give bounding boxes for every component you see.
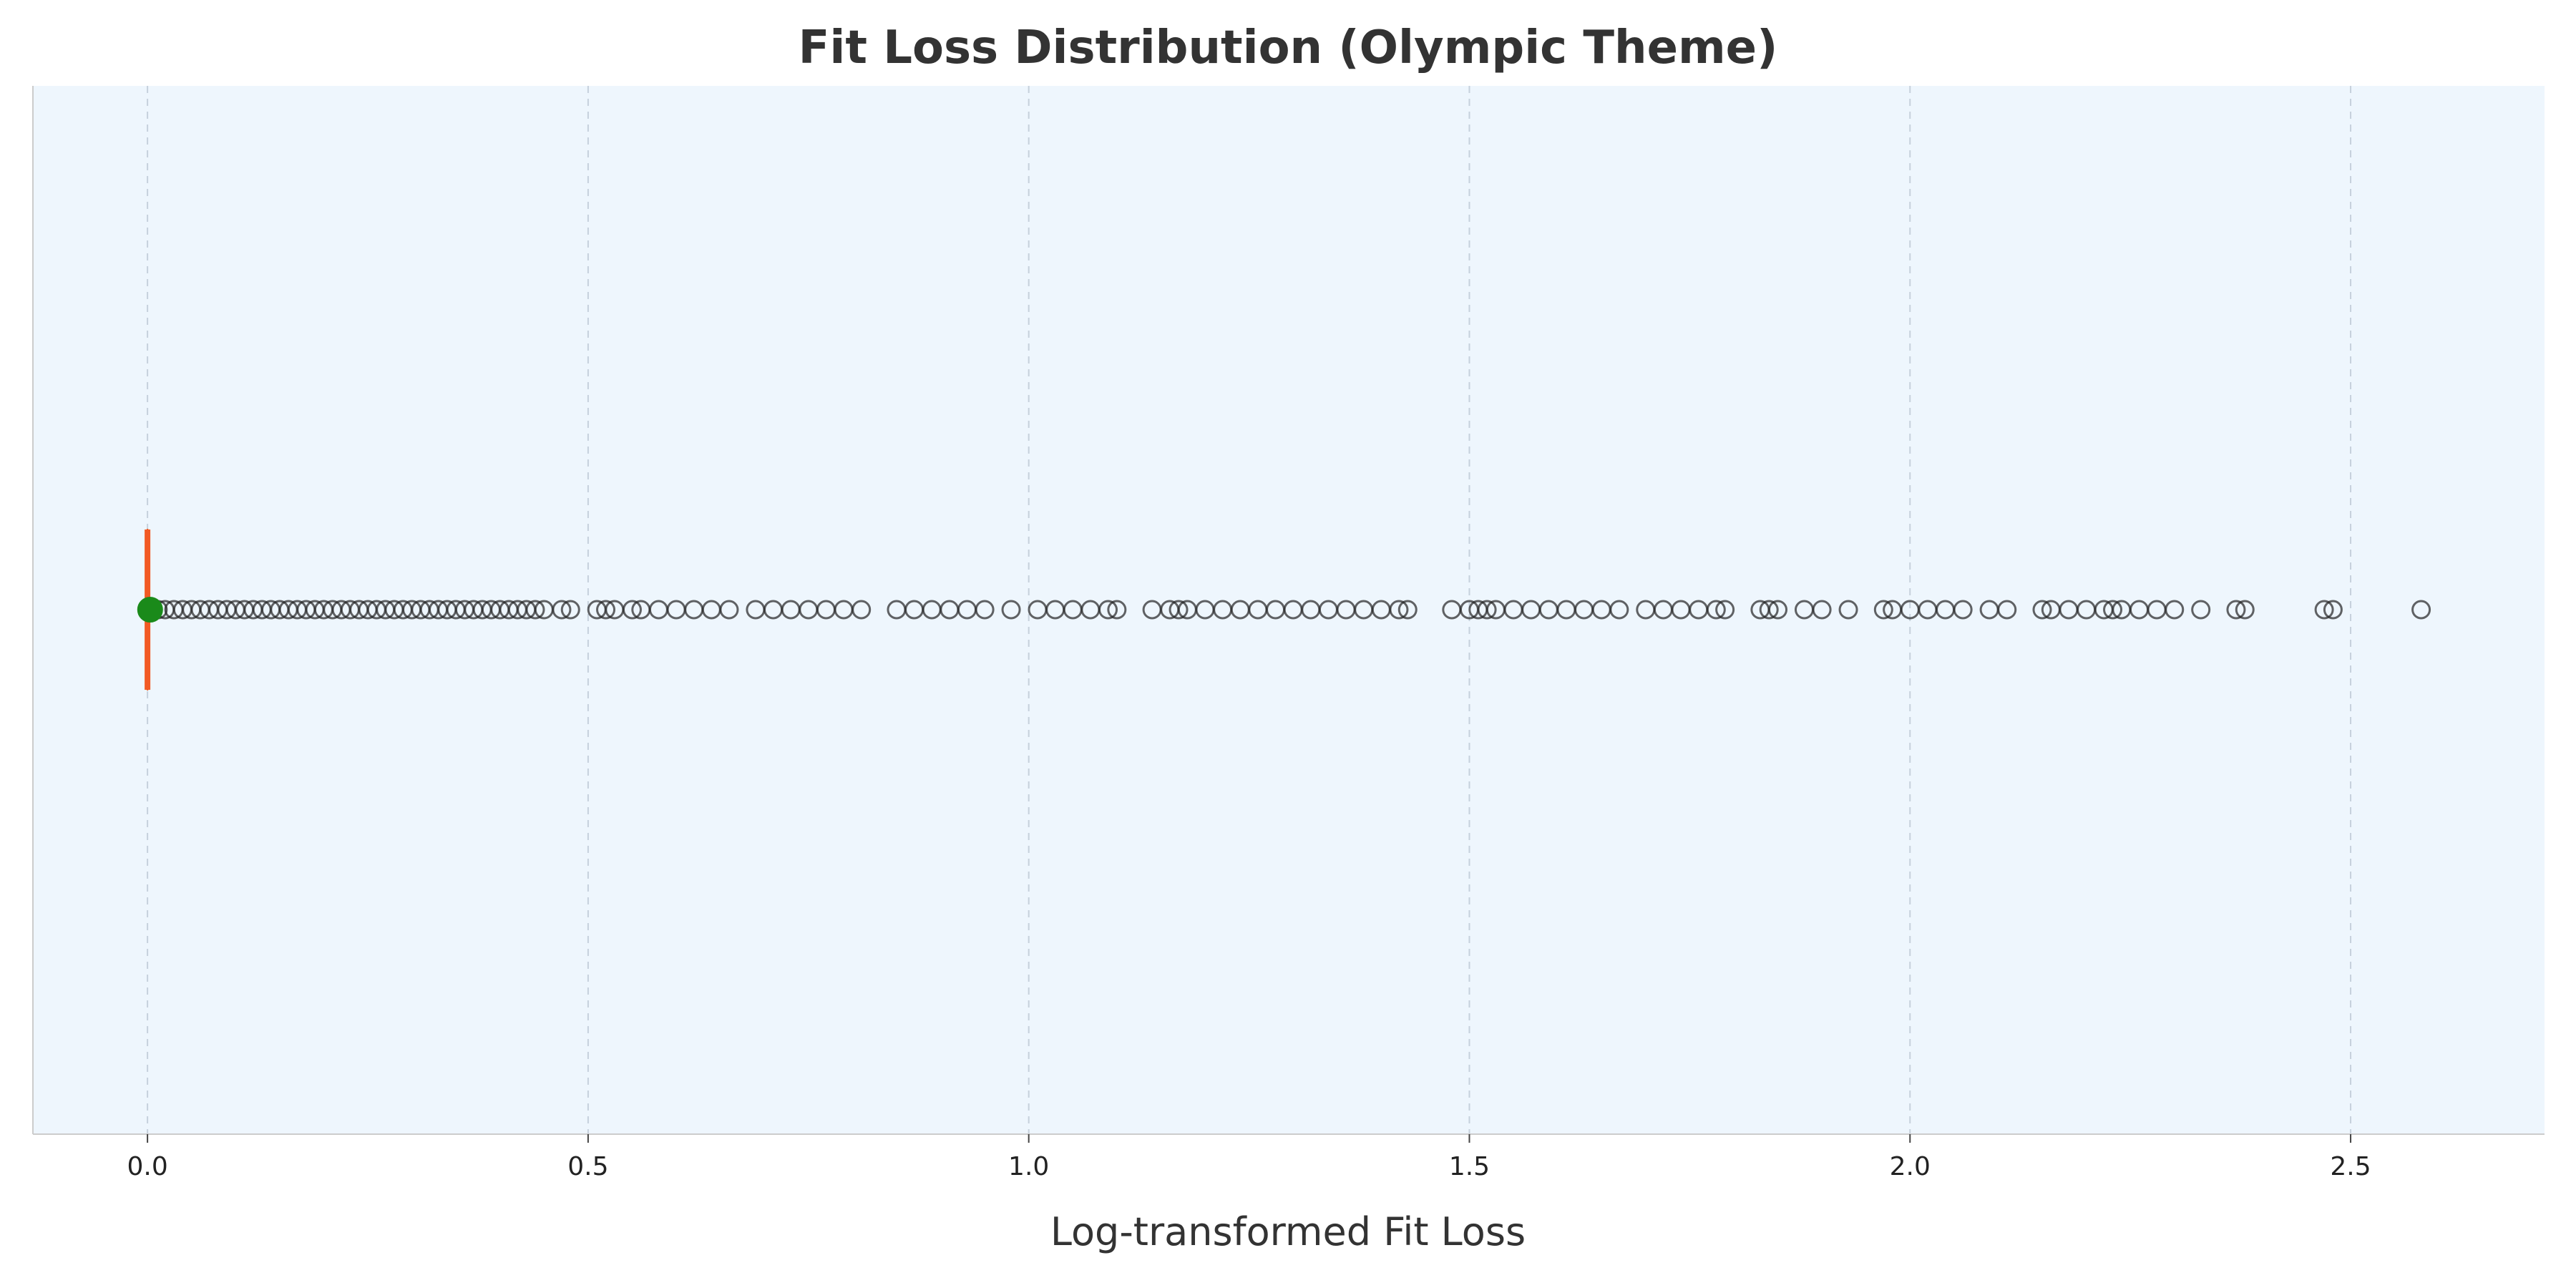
outlier-point xyxy=(1609,600,1629,620)
outlier-point xyxy=(1759,600,1779,620)
outlier-point xyxy=(1706,600,1726,620)
x-tick-label: 2.5 xyxy=(2330,1152,2371,1181)
outlier-point xyxy=(1715,600,1735,620)
outlier-point xyxy=(2226,600,2246,620)
outlier-point xyxy=(1001,600,1021,620)
outlier-point xyxy=(2235,600,2255,620)
box-element xyxy=(137,529,163,691)
x-tick-label: 2.0 xyxy=(1890,1152,1931,1181)
outlier-point xyxy=(1169,600,1189,620)
outlier-point xyxy=(1873,600,1893,620)
outlier-point xyxy=(975,600,995,620)
outlier-point xyxy=(1768,600,1788,620)
outlier-point xyxy=(1107,600,1127,620)
outlier-point xyxy=(1397,600,1418,620)
outlier-point xyxy=(1098,600,1118,620)
x-tick-label: 1.5 xyxy=(1449,1152,1490,1181)
outlier-point xyxy=(1838,600,1858,620)
outlier-point xyxy=(622,600,642,620)
outlier-point xyxy=(2323,600,2343,620)
plot-area xyxy=(33,86,2545,1134)
x-tick-label: 0.5 xyxy=(567,1152,608,1181)
x-axis-ticks: 0.0 0.5 1.0 1.5 2.0 2.5 xyxy=(127,1134,2371,1181)
outlier-point xyxy=(596,600,616,620)
outlier-point xyxy=(560,600,580,620)
outlier-point xyxy=(1997,600,2017,620)
outlier-point xyxy=(719,600,739,620)
outlier-points xyxy=(142,600,2431,620)
outlier-point xyxy=(1477,600,1497,620)
x-tick-label: 1.0 xyxy=(1008,1152,1049,1181)
chart-title: Fit Loss Distribution (Olympic Theme) xyxy=(799,21,1778,74)
outlier-point xyxy=(2411,600,2431,620)
outlier-point xyxy=(552,600,572,620)
outlier-point xyxy=(525,600,545,620)
outlier-point xyxy=(2314,600,2334,620)
x-axis-label: Log-transformed Fit Loss xyxy=(1050,1209,1526,1254)
mean-marker xyxy=(137,597,163,623)
outlier-point xyxy=(2165,600,2185,620)
outlier-point xyxy=(2191,600,2211,620)
outlier-point xyxy=(852,600,872,620)
x-tick-label: 0.0 xyxy=(127,1152,167,1181)
outlier-point xyxy=(1812,600,1832,620)
outlier-point xyxy=(1953,600,1973,620)
outlier-point xyxy=(1389,600,1409,620)
outlier-point xyxy=(2032,600,2052,620)
outlier-point xyxy=(2103,600,2123,620)
